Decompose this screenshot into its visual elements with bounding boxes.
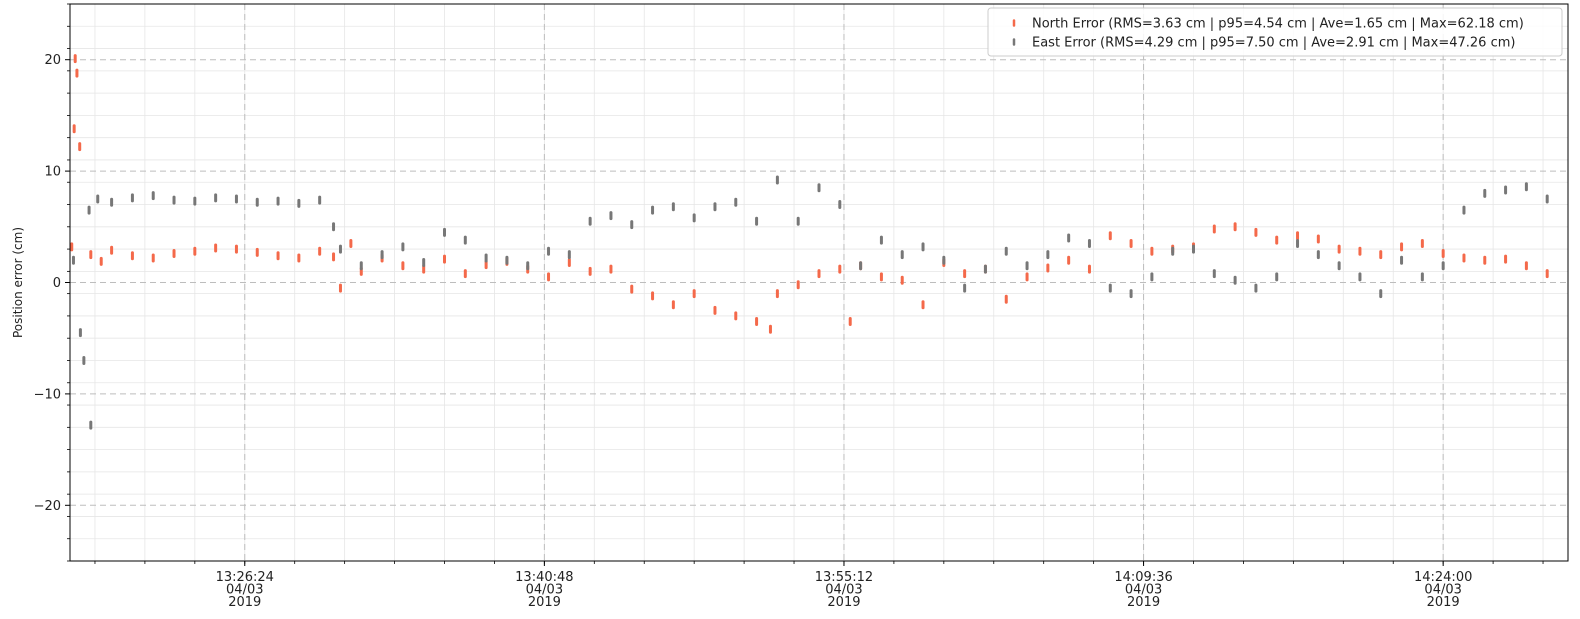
series-east xyxy=(71,175,1549,430)
y-tick-label: −20 xyxy=(34,499,61,514)
x-tick-label: 13:26:24 xyxy=(216,570,274,585)
x-axis: 13:26:2404/03201913:40:4804/03201913:55:… xyxy=(94,561,1544,610)
x-tick-label: 04/03 xyxy=(825,583,862,598)
x-tick-label: 2019 xyxy=(228,595,261,610)
x-tick-label: 13:40:48 xyxy=(515,570,573,585)
x-tick-label: 04/03 xyxy=(226,583,263,598)
major-grid xyxy=(70,4,1568,561)
x-tick-label: 04/03 xyxy=(526,583,563,598)
x-tick-label: 04/03 xyxy=(1424,583,1461,598)
x-tick-label: 14:24:00 xyxy=(1414,570,1472,585)
x-tick-label: 13:55:12 xyxy=(815,570,873,585)
y-axis: −20 −10 0 10 20 xyxy=(34,3,70,562)
x-tick-label: 2019 xyxy=(1127,595,1160,610)
x-tick-label: 2019 xyxy=(1427,595,1460,610)
legend-box xyxy=(987,7,1563,57)
x-tick-label: 14:09:36 xyxy=(1114,570,1172,585)
y-axis-title: Position error (cm) xyxy=(11,227,25,338)
legend-label: East Error (RMS=4.29 cm | p95=7.50 cm | … xyxy=(1032,36,1515,51)
y-tick-label: 0 xyxy=(53,276,61,291)
x-tick-label: 04/03 xyxy=(1125,583,1162,598)
legend-label: North Error (RMS=3.63 cm | p95=4.54 cm |… xyxy=(1032,17,1524,32)
x-tick-label: 2019 xyxy=(528,595,561,610)
y-tick-label: −10 xyxy=(34,387,61,402)
x-tick-label: 2019 xyxy=(827,595,860,610)
y-tick-label: 20 xyxy=(44,53,61,68)
series-north xyxy=(70,54,1549,334)
legend: North Error (RMS=3.63 cm | p95=4.54 cm |… xyxy=(987,7,1563,57)
y-tick-label: 10 xyxy=(44,165,61,180)
